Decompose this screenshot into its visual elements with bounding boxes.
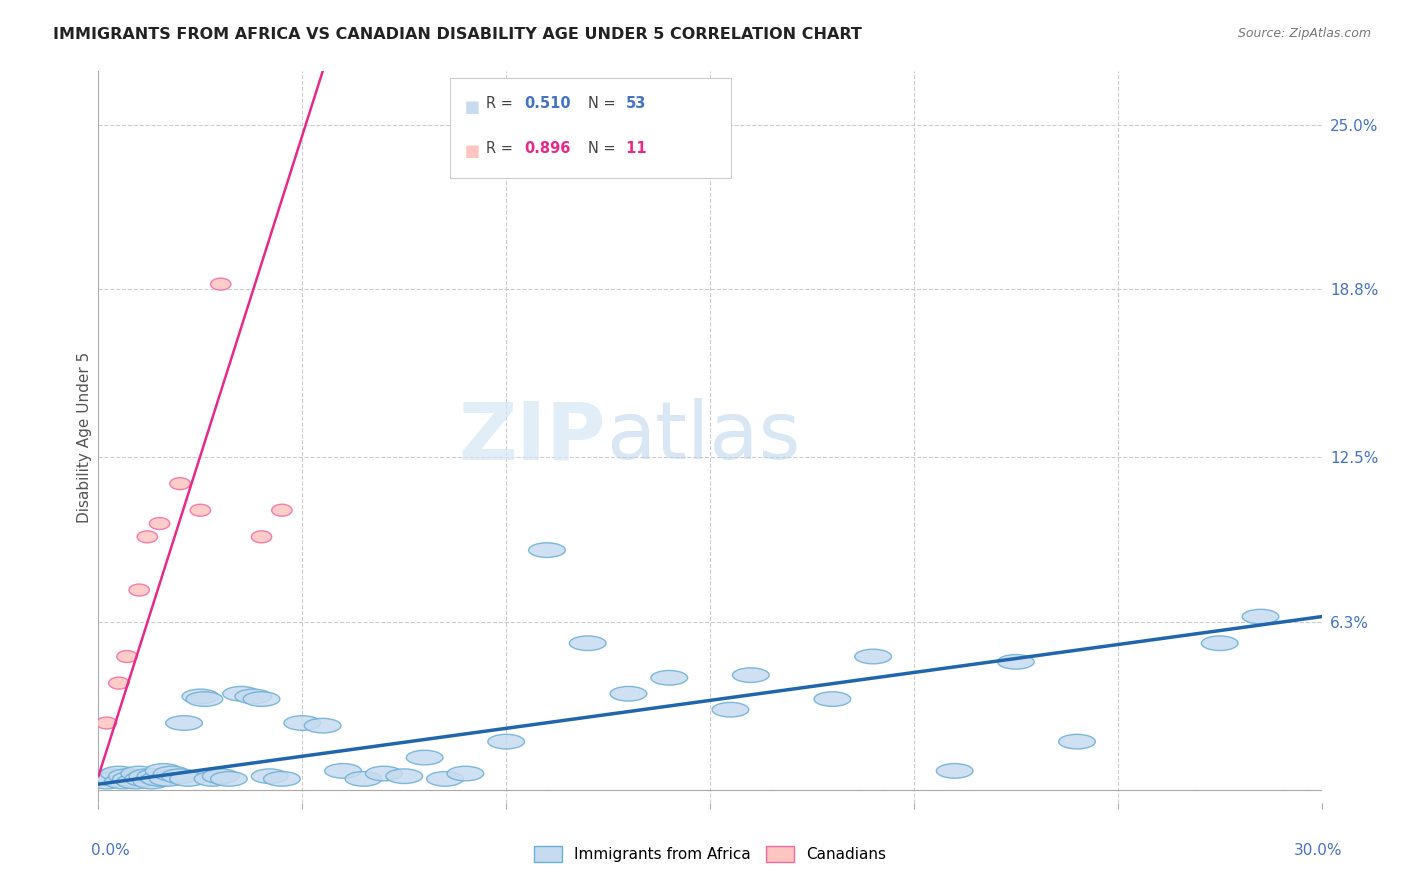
Ellipse shape: [569, 636, 606, 650]
Ellipse shape: [108, 677, 129, 690]
Ellipse shape: [447, 766, 484, 780]
Ellipse shape: [125, 772, 162, 786]
Ellipse shape: [610, 687, 647, 701]
Ellipse shape: [243, 692, 280, 706]
Ellipse shape: [385, 769, 423, 783]
Ellipse shape: [190, 504, 211, 516]
Y-axis label: Disability Age Under 5: Disability Age Under 5: [77, 351, 91, 523]
Text: 0.510: 0.510: [524, 96, 571, 112]
Text: 11: 11: [621, 141, 647, 156]
Ellipse shape: [112, 772, 149, 786]
Ellipse shape: [181, 690, 219, 704]
Ellipse shape: [166, 715, 202, 731]
Ellipse shape: [271, 504, 292, 516]
Ellipse shape: [651, 671, 688, 685]
Ellipse shape: [149, 517, 170, 530]
Text: N =: N =: [588, 96, 620, 112]
Ellipse shape: [304, 718, 342, 733]
Text: ZIP: ZIP: [458, 398, 606, 476]
Ellipse shape: [344, 772, 382, 786]
Ellipse shape: [145, 764, 181, 778]
Text: N =: N =: [588, 141, 620, 156]
Ellipse shape: [129, 584, 149, 596]
Ellipse shape: [134, 774, 170, 789]
Text: R =: R =: [486, 141, 517, 156]
Ellipse shape: [194, 772, 231, 786]
Ellipse shape: [426, 772, 464, 786]
Ellipse shape: [366, 766, 402, 780]
Ellipse shape: [284, 715, 321, 731]
Ellipse shape: [488, 734, 524, 749]
Text: 30.0%: 30.0%: [1295, 843, 1343, 858]
Ellipse shape: [211, 278, 231, 290]
Ellipse shape: [1059, 734, 1095, 749]
Ellipse shape: [252, 769, 288, 783]
Legend: Immigrants from Africa, Canadians: Immigrants from Africa, Canadians: [529, 840, 891, 868]
Ellipse shape: [325, 764, 361, 778]
Ellipse shape: [1201, 636, 1239, 650]
Ellipse shape: [121, 766, 157, 780]
Ellipse shape: [153, 766, 190, 780]
Ellipse shape: [93, 769, 129, 783]
Text: R =: R =: [486, 96, 517, 112]
Ellipse shape: [936, 764, 973, 778]
Ellipse shape: [186, 692, 222, 706]
Ellipse shape: [529, 543, 565, 558]
Ellipse shape: [170, 477, 190, 490]
Ellipse shape: [202, 769, 239, 783]
Ellipse shape: [100, 766, 138, 780]
Ellipse shape: [711, 702, 749, 717]
Ellipse shape: [108, 769, 145, 783]
Ellipse shape: [170, 772, 207, 786]
Ellipse shape: [997, 655, 1035, 669]
Ellipse shape: [104, 774, 141, 789]
Ellipse shape: [162, 769, 198, 783]
Ellipse shape: [855, 649, 891, 664]
Ellipse shape: [97, 772, 134, 786]
Text: 53: 53: [626, 96, 645, 112]
Ellipse shape: [1241, 609, 1279, 624]
Ellipse shape: [235, 690, 271, 704]
Ellipse shape: [149, 772, 186, 786]
Ellipse shape: [97, 717, 117, 729]
Ellipse shape: [406, 750, 443, 765]
Ellipse shape: [814, 692, 851, 706]
Ellipse shape: [89, 774, 125, 789]
Text: Source: ZipAtlas.com: Source: ZipAtlas.com: [1237, 27, 1371, 40]
Ellipse shape: [263, 772, 301, 786]
Ellipse shape: [211, 772, 247, 786]
Text: ▪: ▪: [464, 95, 481, 119]
Text: IMMIGRANTS FROM AFRICA VS CANADIAN DISABILITY AGE UNDER 5 CORRELATION CHART: IMMIGRANTS FROM AFRICA VS CANADIAN DISAB…: [53, 27, 862, 42]
Ellipse shape: [129, 769, 166, 783]
Ellipse shape: [222, 687, 260, 701]
Ellipse shape: [138, 531, 157, 543]
Ellipse shape: [733, 668, 769, 682]
Ellipse shape: [252, 531, 271, 543]
Text: 0.896: 0.896: [524, 141, 571, 156]
Text: 0.0%: 0.0%: [91, 843, 131, 858]
Ellipse shape: [141, 772, 179, 786]
Text: ▪: ▪: [464, 139, 481, 163]
Ellipse shape: [117, 774, 153, 789]
Ellipse shape: [117, 650, 138, 663]
Ellipse shape: [138, 769, 174, 783]
Text: atlas: atlas: [606, 398, 800, 476]
